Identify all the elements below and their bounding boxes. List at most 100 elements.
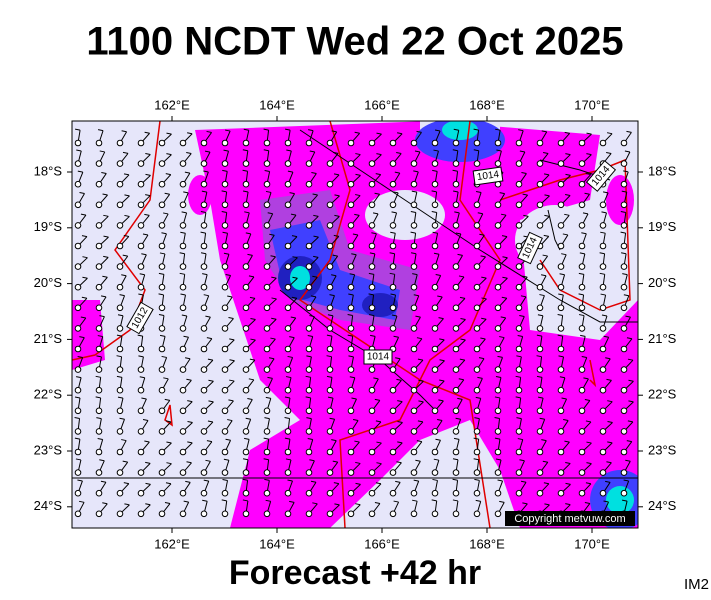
barb-station (599, 366, 607, 373)
barb-station (473, 139, 481, 147)
barb-station (116, 428, 124, 435)
barb-station (95, 325, 103, 332)
barb-flag (474, 417, 480, 420)
barb-flag (625, 315, 631, 318)
barb-flag (179, 272, 185, 275)
barb-flag (606, 132, 613, 135)
barb-station (347, 510, 355, 518)
barb-station (620, 469, 628, 476)
barb-station (515, 222, 523, 229)
barb-flag (522, 275, 528, 278)
barb-station (116, 448, 124, 456)
barb-station (389, 242, 397, 250)
barb-flag (244, 211, 250, 214)
barb-station (410, 263, 418, 270)
barb-station (221, 428, 229, 435)
barb-flag (348, 293, 354, 296)
barb-station (452, 428, 460, 435)
barb-flag (225, 273, 231, 276)
barb-flag (225, 129, 231, 132)
barb-flag (144, 213, 150, 216)
barb-flag (415, 459, 421, 462)
barb-station (242, 345, 250, 353)
barb-flag (543, 173, 550, 176)
barb-station (578, 345, 586, 353)
barb-station (620, 139, 628, 147)
barb-station (137, 386, 145, 394)
barb-flag (395, 480, 401, 483)
barb-station (95, 139, 103, 147)
barb-station (200, 139, 208, 147)
barb-flag (137, 334, 143, 337)
barb-station (452, 304, 460, 312)
barb-flag (477, 212, 483, 215)
barb-flag (208, 400, 214, 403)
barb-station (326, 263, 334, 270)
barb-station (347, 263, 355, 270)
barb-flag (389, 252, 395, 255)
barb-flag (347, 334, 353, 337)
barb-station (347, 180, 355, 188)
barb-station (347, 222, 355, 229)
barb-station (263, 242, 271, 250)
barb-station (179, 325, 187, 332)
barb-station (389, 160, 397, 167)
barb-flag (355, 503, 361, 506)
barb-flag (187, 132, 193, 135)
barb-flag (416, 130, 422, 133)
barb-flag (439, 359, 445, 362)
barb-station (410, 180, 418, 188)
barb-flag (333, 234, 339, 237)
barb-flag (584, 398, 590, 401)
barb-flag (410, 211, 416, 214)
barb-flag (536, 375, 543, 378)
barb-station (536, 386, 544, 394)
barb-station (389, 222, 397, 229)
barb-station (473, 366, 481, 373)
barb-flag (543, 151, 549, 154)
frame (71, 120, 639, 529)
barb-station (431, 366, 439, 373)
barb-flag (536, 355, 542, 358)
barb-station (347, 242, 355, 250)
barb-flag (290, 316, 296, 319)
barb-flag (434, 129, 441, 132)
barb-station (158, 489, 166, 497)
barb-flag (116, 375, 123, 378)
barb-station (494, 386, 502, 394)
barb-flag (223, 149, 229, 152)
barb-flag (116, 334, 123, 337)
barb-station (242, 242, 250, 250)
barb-station (326, 283, 334, 291)
barb-station (326, 469, 334, 476)
barb-flag (413, 479, 419, 482)
barb-flag (603, 500, 609, 503)
barb-flag (480, 337, 486, 340)
barb-station (242, 325, 250, 332)
barb-flag (242, 499, 248, 502)
barb-station (410, 366, 418, 373)
barb-flag (431, 190, 437, 193)
barb-station (242, 139, 250, 147)
barb-flag (475, 396, 481, 399)
lat-label: 21°S (648, 331, 677, 346)
barb-flag (228, 317, 234, 320)
barb-flag (313, 235, 319, 238)
barb-station (494, 325, 502, 332)
barb-station (137, 180, 145, 188)
barb-flag (606, 461, 612, 464)
barb-flag (80, 316, 86, 319)
barb-flag (348, 355, 354, 358)
barb-flag (292, 276, 298, 279)
barb-station (263, 489, 271, 497)
barb-flag (289, 192, 295, 195)
barb-flag (248, 275, 255, 278)
barb-station (284, 407, 292, 415)
barb-flag (74, 396, 81, 399)
barb-flag (265, 190, 272, 193)
barb-station (326, 386, 334, 394)
barb-flag (620, 231, 626, 234)
barb-station (326, 139, 334, 147)
barb-flag (271, 317, 277, 320)
